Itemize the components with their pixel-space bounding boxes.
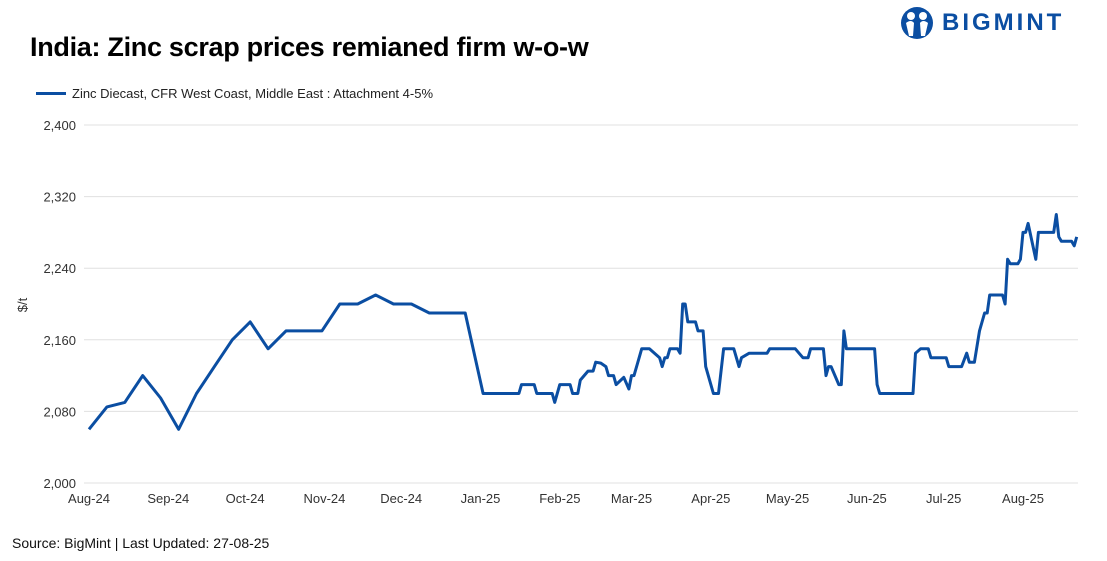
y-tick-label: 2,160 bbox=[43, 333, 76, 348]
chart-title: India: Zinc scrap prices remianed firm w… bbox=[30, 32, 589, 62]
x-tick-label: Dec-24 bbox=[380, 491, 422, 506]
x-tick-label: Jun-25 bbox=[847, 491, 887, 506]
x-tick-label: Sep-24 bbox=[147, 491, 189, 506]
x-tick-label: Feb-25 bbox=[539, 491, 580, 506]
x-tick-label: Aug-24 bbox=[68, 491, 110, 506]
x-tick-label: May-25 bbox=[766, 491, 809, 506]
logo-text: BIGMINT bbox=[942, 9, 1065, 36]
legend: Zinc Diecast, CFR West Coast, Middle Eas… bbox=[36, 86, 433, 101]
series-line bbox=[87, 213, 1079, 431]
x-tick-label: Oct-24 bbox=[226, 491, 265, 506]
bigmint-logo: BIGMINT bbox=[900, 6, 1064, 40]
legend-swatch bbox=[36, 92, 66, 95]
x-tick-label: Aug-25 bbox=[1002, 491, 1044, 506]
x-tick-label: Jan-25 bbox=[461, 491, 501, 506]
legend-label: Zinc Diecast, CFR West Coast, Middle Eas… bbox=[72, 86, 433, 101]
y-tick-label: 2,320 bbox=[43, 190, 76, 205]
x-tick-label: Jul-25 bbox=[926, 491, 961, 506]
y-tick-label: 2,240 bbox=[43, 261, 76, 276]
x-tick-label: Apr-25 bbox=[691, 491, 730, 506]
x-tick-label: Mar-25 bbox=[611, 491, 652, 506]
y-tick-label: 2,080 bbox=[43, 404, 76, 419]
y-tick-label: 2,400 bbox=[43, 118, 76, 133]
source-note: Source: BigMint | Last Updated: 27-08-25 bbox=[12, 535, 270, 551]
bigmint-people-icon bbox=[901, 7, 933, 39]
y-axis-label: $/t bbox=[15, 297, 30, 312]
x-tick-label: Nov-24 bbox=[303, 491, 345, 506]
y-tick-label: 2,000 bbox=[43, 476, 76, 491]
